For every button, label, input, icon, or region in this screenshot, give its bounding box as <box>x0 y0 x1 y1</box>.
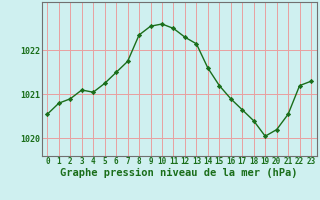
X-axis label: Graphe pression niveau de la mer (hPa): Graphe pression niveau de la mer (hPa) <box>60 168 298 178</box>
